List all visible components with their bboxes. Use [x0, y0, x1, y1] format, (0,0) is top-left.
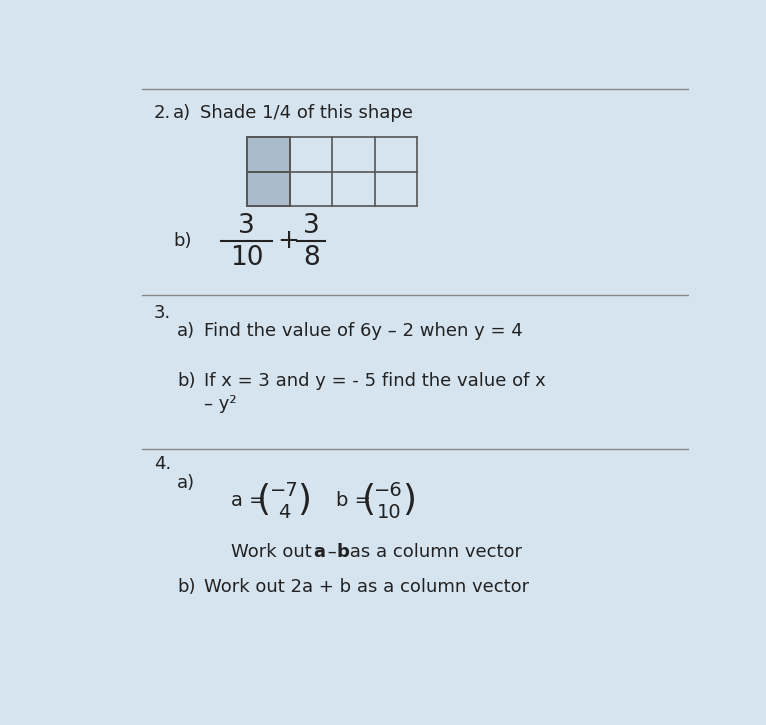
Text: 4: 4: [278, 502, 290, 521]
Text: a): a): [177, 473, 195, 492]
Text: b =: b =: [336, 491, 371, 510]
Text: If x = 3 and y = - 5 find the value of x: If x = 3 and y = - 5 find the value of x: [205, 372, 546, 390]
Text: a): a): [173, 104, 192, 122]
Text: ): ): [297, 484, 311, 518]
Text: a): a): [177, 322, 195, 340]
Text: Work out: Work out: [231, 543, 323, 561]
Text: Shade 1/4 of this shape: Shade 1/4 of this shape: [201, 104, 414, 122]
Text: −7: −7: [270, 481, 299, 500]
Text: −6: −6: [375, 481, 403, 500]
Text: 10: 10: [230, 245, 264, 271]
Text: – y²: – y²: [205, 395, 237, 413]
Text: 3: 3: [238, 212, 255, 239]
Text: a: a: [313, 543, 325, 561]
Text: 8: 8: [303, 245, 319, 271]
Bar: [247, 172, 290, 207]
Bar: [247, 137, 290, 172]
Text: 3.: 3.: [154, 304, 171, 322]
Text: b): b): [177, 579, 195, 596]
Text: 4.: 4.: [154, 455, 171, 473]
Text: as a column vector: as a column vector: [344, 543, 522, 561]
Text: 10: 10: [376, 502, 401, 521]
Text: +: +: [277, 228, 299, 254]
Text: b): b): [173, 232, 192, 250]
Text: b): b): [177, 372, 195, 390]
Text: (: (: [257, 484, 271, 518]
Text: Find the value of 6y – 2 when y = 4: Find the value of 6y – 2 when y = 4: [205, 322, 523, 340]
Text: Work out 2a + b as a column vector: Work out 2a + b as a column vector: [205, 579, 529, 596]
Text: –: –: [322, 543, 342, 561]
Text: 2.: 2.: [154, 104, 171, 122]
Text: b: b: [336, 543, 349, 561]
Text: ): ): [402, 484, 416, 518]
Text: (: (: [362, 484, 375, 518]
Text: a =: a =: [231, 491, 266, 510]
Text: 3: 3: [303, 212, 319, 239]
